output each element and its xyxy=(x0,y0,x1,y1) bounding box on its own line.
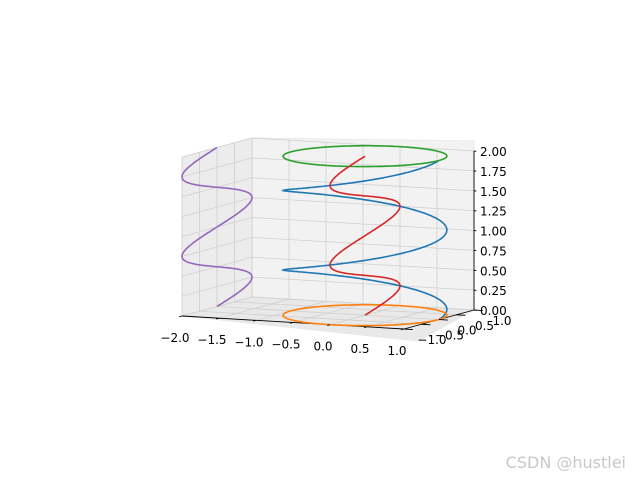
z-tick-label: 1.75 xyxy=(480,165,507,179)
x-tick-label: −0.5 xyxy=(271,338,300,352)
x-tick-mark xyxy=(253,319,257,322)
x-tick-label: 0.5 xyxy=(350,342,369,356)
x-tick-mark xyxy=(216,317,220,320)
gridline-z-back xyxy=(251,217,475,231)
z-tick-label: 0.25 xyxy=(480,284,507,298)
gridline-z-back xyxy=(251,296,475,311)
x-tick-mark xyxy=(179,315,183,318)
y-tick-mark xyxy=(438,319,448,321)
x-tick-mark xyxy=(327,324,331,326)
gridline-y-floor xyxy=(234,301,457,316)
z-tick-label: 1.25 xyxy=(480,205,507,219)
gridline-z-back xyxy=(251,137,475,152)
z-tick-label: 0.75 xyxy=(480,244,507,258)
gridlines xyxy=(181,137,475,330)
x-tick-mark xyxy=(364,326,368,329)
x-tick-mark xyxy=(290,322,294,324)
z-tick-label: 1.50 xyxy=(480,185,507,199)
x-tick-label: 0.0 xyxy=(313,340,332,354)
series-layer xyxy=(181,144,448,327)
z-tick-label: 0.50 xyxy=(480,264,507,278)
watermark: CSDN @hustlei xyxy=(505,453,626,472)
gridline-y-floor xyxy=(199,310,422,325)
y-tick-label: 0.5 xyxy=(475,319,494,333)
series-line-3 xyxy=(329,155,401,316)
y-tick-label: −1.0 xyxy=(417,333,446,347)
y-tick-label: 1.0 xyxy=(492,314,511,328)
gridline-z-left xyxy=(181,197,253,218)
gridline-z-back xyxy=(251,177,475,192)
series-line-1 xyxy=(282,303,448,327)
x-tick-mark xyxy=(401,328,405,331)
y-tick-mark xyxy=(421,323,431,326)
x-tick-label: 1.0 xyxy=(387,344,406,358)
gridline-z-left xyxy=(181,236,253,257)
series-line-0 xyxy=(281,159,448,321)
gridline-z-back xyxy=(251,236,475,251)
z-tick-label: 2.00 xyxy=(480,145,507,159)
x-tick-label: −2.0 xyxy=(160,331,189,345)
series-line-2 xyxy=(282,144,448,168)
gridline-z-back xyxy=(251,197,475,212)
z-tick-label: 0.00 xyxy=(480,304,507,318)
y-tick-label: 0.0 xyxy=(457,324,476,338)
series-line-4 xyxy=(181,146,253,308)
y-tick-mark xyxy=(403,328,413,330)
x-tick-label: −1.5 xyxy=(197,333,226,347)
y-tick-label: −0.5 xyxy=(435,328,464,342)
x-tick-label: −1.0 xyxy=(234,335,263,349)
ticks-layer: −2.0 −1.5 −1.0 −0.5 0.0 0.5 1.0−1.0−0.50.00.51… xyxy=(160,145,511,358)
gridline-z-back xyxy=(251,256,475,271)
gridline-y-floor xyxy=(216,306,440,320)
gridline-z-left xyxy=(181,157,253,178)
z-tick-label: 1.00 xyxy=(480,225,507,239)
y-tick-mark xyxy=(456,314,466,316)
gridline-z-back xyxy=(251,276,475,291)
gridline-z-left xyxy=(181,276,253,297)
